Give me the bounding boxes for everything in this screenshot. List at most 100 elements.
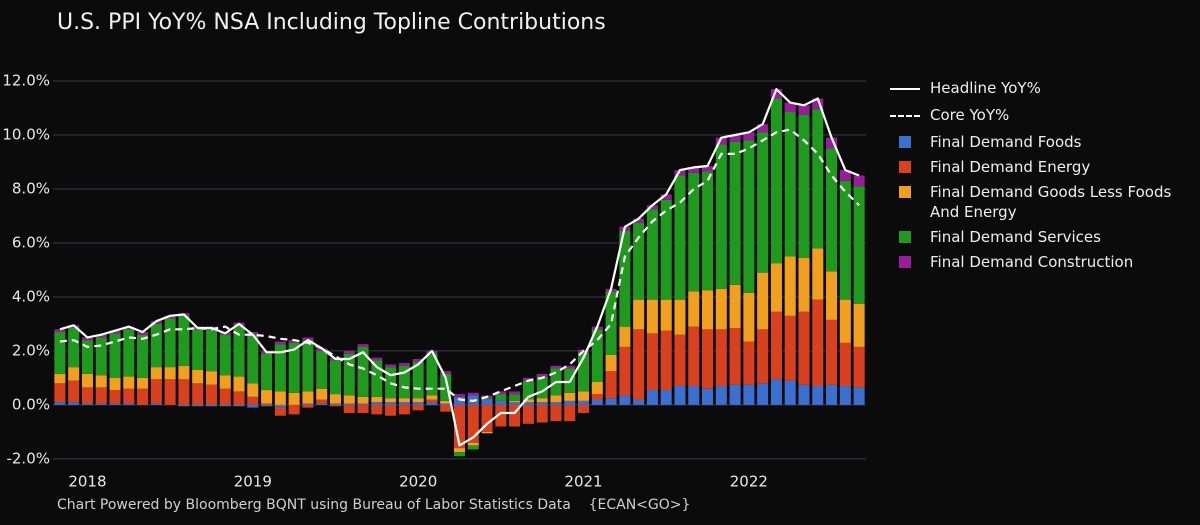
bar: [798, 257, 810, 312]
bar: [522, 399, 534, 403]
bar: [660, 299, 672, 331]
bar: [109, 403, 121, 405]
bar: [702, 329, 714, 389]
bar: [288, 404, 300, 415]
bar: [481, 399, 493, 405]
bar: [385, 364, 397, 368]
bar: [509, 404, 521, 427]
bar: [343, 350, 355, 354]
bar: [316, 350, 328, 389]
bar: [247, 404, 259, 408]
bar: [261, 403, 273, 405]
bar: [467, 392, 479, 396]
bar: [440, 371, 452, 374]
bar: [495, 391, 507, 395]
y-tick-label: 10.0%: [2, 125, 50, 143]
bar: [784, 256, 796, 316]
bar: [715, 386, 727, 405]
legend-label: Final Demand Services: [930, 228, 1101, 246]
legend-swatch: [890, 115, 920, 117]
bar: [784, 112, 796, 257]
bar: [453, 448, 466, 453]
bar: [412, 361, 424, 399]
bar: [398, 404, 410, 415]
legend-item: Final Demand Goods Less Foods And Energy: [890, 182, 1190, 222]
bar: [137, 332, 149, 335]
bar: [178, 404, 190, 407]
bar: [81, 340, 93, 374]
bar: [68, 367, 80, 381]
bar: [839, 342, 851, 387]
bar: [688, 291, 700, 327]
bar: [702, 388, 714, 405]
legend-item: Core YoY%: [890, 105, 1190, 127]
bar: [564, 400, 576, 405]
bar: [729, 284, 741, 328]
bar: [633, 222, 645, 300]
bar: [205, 329, 217, 372]
bar: [715, 137, 727, 145]
bar: [426, 395, 438, 400]
bar: [812, 109, 824, 249]
bar: [591, 381, 603, 395]
bar: [839, 299, 851, 343]
bar: [426, 399, 438, 403]
bar: [412, 359, 424, 362]
bar: [54, 332, 66, 374]
bar: [371, 357, 383, 361]
bar: [509, 400, 521, 403]
bar: [233, 376, 245, 392]
bar: [536, 373, 548, 377]
bar: [54, 383, 66, 403]
bar: [261, 390, 273, 404]
bar: [798, 384, 810, 405]
legend-swatch: [890, 88, 920, 90]
bar: [812, 98, 824, 110]
bar: [798, 105, 810, 115]
bar: [495, 404, 507, 427]
bar: [123, 403, 135, 405]
y-tick-label: 8.0%: [12, 179, 50, 197]
legend-swatch: [890, 132, 920, 152]
bar: [798, 114, 810, 258]
bar: [205, 384, 217, 405]
bar: [481, 431, 493, 434]
bar: [150, 321, 162, 324]
bar: [150, 379, 162, 404]
bar: [481, 404, 493, 432]
bar: [688, 172, 700, 292]
bar: [453, 394, 466, 397]
bar: [743, 341, 755, 385]
bar: [660, 390, 672, 405]
bar: [564, 365, 576, 369]
bar: [688, 386, 700, 405]
bar: [467, 442, 479, 446]
y-tick-label: -2.0%: [6, 449, 50, 467]
bar: [702, 166, 714, 172]
bar: [109, 390, 121, 404]
bar: [757, 124, 769, 133]
bar: [302, 340, 314, 392]
bar: [784, 380, 796, 405]
bar: [385, 404, 397, 416]
bar: [109, 333, 121, 378]
bar: [398, 365, 410, 399]
bar: [426, 353, 438, 396]
bar: [633, 399, 645, 405]
bar: [688, 167, 700, 173]
bar: [205, 404, 217, 407]
y-tick-label: 0.0%: [12, 395, 50, 413]
bar: [826, 137, 838, 149]
line-series: [59, 88, 860, 447]
bar: [371, 360, 383, 397]
bar: [343, 353, 355, 396]
bar: [522, 404, 534, 424]
bar: [109, 330, 121, 334]
bar: [343, 395, 355, 404]
bar: [743, 132, 755, 141]
bar: [302, 404, 314, 408]
bar: [536, 402, 548, 405]
legend-item: Final Demand Energy: [890, 157, 1190, 177]
bar: [357, 396, 369, 404]
bar: [591, 394, 603, 400]
